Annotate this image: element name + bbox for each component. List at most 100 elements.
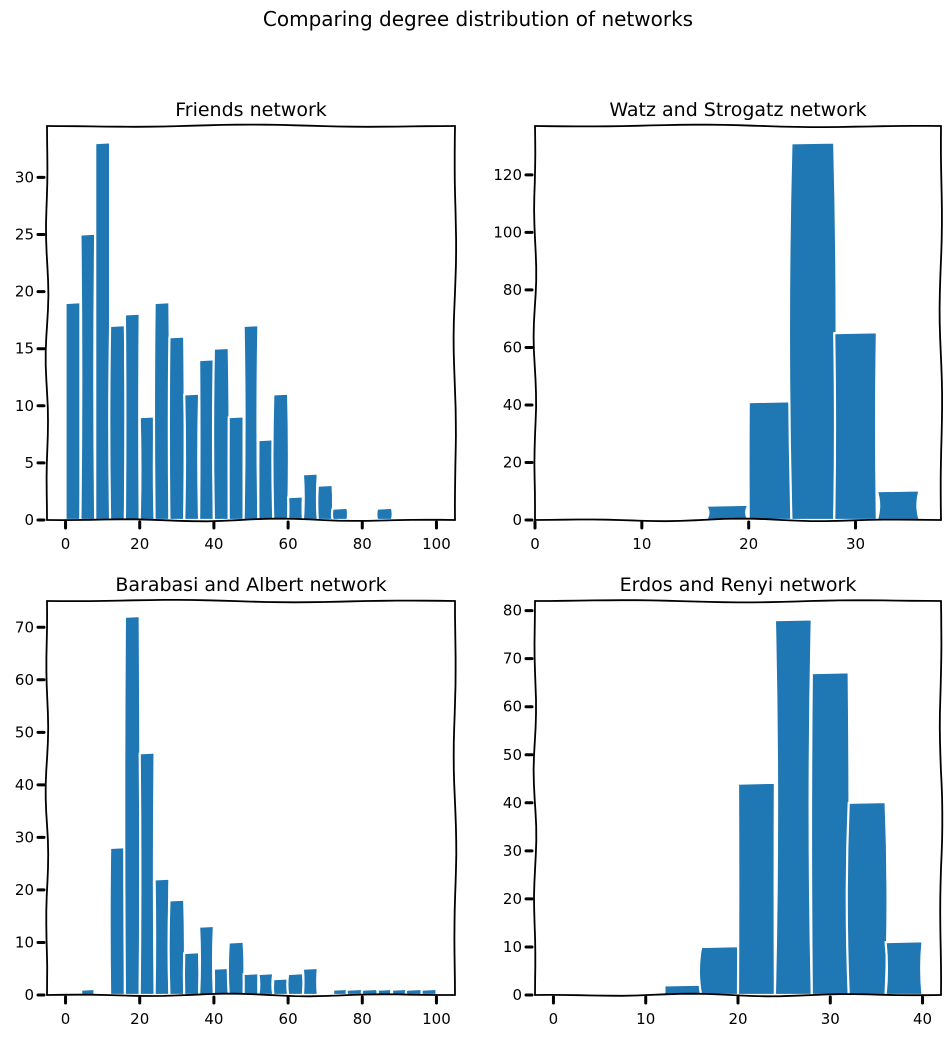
histogram-bar — [271, 977, 290, 997]
y-tick-label: 0 — [24, 511, 34, 529]
y-tick-label: 15 — [15, 340, 34, 358]
histogram-bar — [79, 987, 97, 997]
right-spine — [938, 600, 944, 996]
bottom-spine — [46, 517, 456, 523]
histogram-bar — [257, 972, 275, 997]
y-tick-label: 0 — [24, 986, 34, 1004]
top-spine — [46, 123, 456, 128]
histogram-bar — [123, 614, 142, 997]
y-tick-label: 120 — [493, 166, 522, 184]
y-tick-label: 5 — [24, 454, 34, 472]
histogram-bar — [211, 346, 231, 522]
histogram-bar — [183, 392, 201, 522]
bottom-spine — [534, 517, 942, 523]
y-tick-label: 20 — [503, 890, 522, 908]
histogram-bar — [138, 415, 156, 522]
histogram-bar — [747, 400, 793, 522]
y-tick-label: 25 — [15, 225, 34, 243]
x-tick-label: 40 — [204, 535, 223, 553]
x-tick-label: 0 — [61, 535, 71, 553]
y-tick-label: 70 — [15, 618, 34, 636]
x-tick-label: 0 — [530, 535, 540, 553]
y-tick-label: 20 — [15, 881, 34, 899]
histogram-bar — [375, 506, 394, 522]
x-tick-label: 100 — [422, 535, 451, 553]
top-spine — [46, 599, 456, 604]
x-tick-label: 10 — [636, 1010, 655, 1028]
histogram-bar — [167, 335, 186, 522]
histogram-bar — [330, 506, 350, 522]
x-tick-label: 60 — [279, 535, 298, 553]
left-spine — [44, 125, 50, 521]
panel-title: Barabasi and Albert network — [115, 574, 386, 596]
bottom-spine — [46, 992, 456, 998]
panel-title: Friends network — [175, 99, 327, 121]
histogram-bar — [271, 392, 291, 522]
y-tick-label: 60 — [503, 698, 522, 716]
x-tick-label: 80 — [353, 535, 372, 553]
top-spine — [534, 599, 942, 604]
x-tick-label: 0 — [549, 1010, 559, 1028]
y-tick-label: 10 — [15, 933, 34, 951]
histogram-bar — [875, 489, 921, 522]
y-tick-label: 20 — [15, 283, 34, 301]
histogram-bar — [79, 232, 97, 522]
top-spine — [534, 123, 942, 128]
panel-title: Erdos and Renyi network — [620, 574, 857, 596]
x-tick-label: 10 — [632, 535, 651, 553]
y-tick-label: 80 — [503, 602, 522, 620]
y-tick-label: 40 — [15, 776, 34, 794]
histogram-bar — [108, 846, 127, 997]
histogram-bar — [316, 483, 335, 522]
histogram-bar — [257, 438, 275, 522]
histogram-bar — [773, 618, 813, 997]
histogram-bar — [198, 358, 215, 522]
histogram-bar — [93, 141, 112, 522]
y-tick-label: 60 — [15, 671, 34, 689]
x-tick-label: 30 — [846, 535, 865, 553]
histogram-bar — [108, 324, 127, 522]
left-spine — [532, 125, 538, 521]
x-tick-label: 40 — [204, 1010, 223, 1028]
y-tick-label: 30 — [503, 842, 522, 860]
histogram-bar — [152, 301, 172, 522]
histogram-bar — [153, 877, 171, 997]
left-spine — [44, 600, 50, 996]
histogram-bar — [736, 781, 776, 997]
histogram-bar — [286, 972, 305, 997]
histogram-bar — [331, 987, 349, 997]
histogram-bar — [226, 940, 246, 997]
histogram-bar — [301, 472, 319, 522]
right-spine — [452, 125, 457, 521]
histogram-bar — [287, 495, 304, 522]
histogram-bar — [845, 800, 889, 997]
figure-title: Comparing degree distribution of network… — [263, 7, 693, 31]
histogram-bar — [420, 987, 438, 997]
x-tick-label: 0 — [61, 1010, 71, 1028]
y-tick-label: 10 — [15, 397, 34, 415]
histogram-bar — [833, 331, 878, 522]
histogram-bar — [704, 503, 750, 522]
y-tick-label: 80 — [503, 281, 522, 299]
histogram-bar — [212, 966, 230, 997]
histogram-bar — [809, 671, 851, 997]
x-tick-label: 80 — [353, 1010, 372, 1028]
y-tick-label: 100 — [493, 223, 522, 241]
x-tick-label: 60 — [279, 1010, 298, 1028]
x-tick-label: 20 — [728, 1010, 747, 1028]
y-tick-label: 0 — [512, 511, 522, 529]
y-tick-label: 40 — [503, 794, 522, 812]
histogram-bar — [64, 301, 82, 522]
y-tick-label: 40 — [503, 396, 522, 414]
x-tick-label: 40 — [913, 1010, 932, 1028]
y-tick-label: 50 — [15, 723, 34, 741]
barabasi-albert-panel: 0 20 40 60 80 100 0 10 20 30 40 50 60 70 Barabasi and … — [15, 574, 458, 1028]
x-tick-label: 30 — [821, 1010, 840, 1028]
right-spine — [938, 125, 943, 521]
erdos-renyi-panel: 0 10 20 30 40 0 10 20 30 40 50 60 70 80 Erdos and Reny… — [503, 574, 944, 1028]
y-tick-label: 70 — [503, 650, 522, 668]
y-tick-label: 30 — [15, 828, 34, 846]
x-tick-label: 20 — [130, 1010, 149, 1028]
histogram-bar — [198, 924, 215, 997]
